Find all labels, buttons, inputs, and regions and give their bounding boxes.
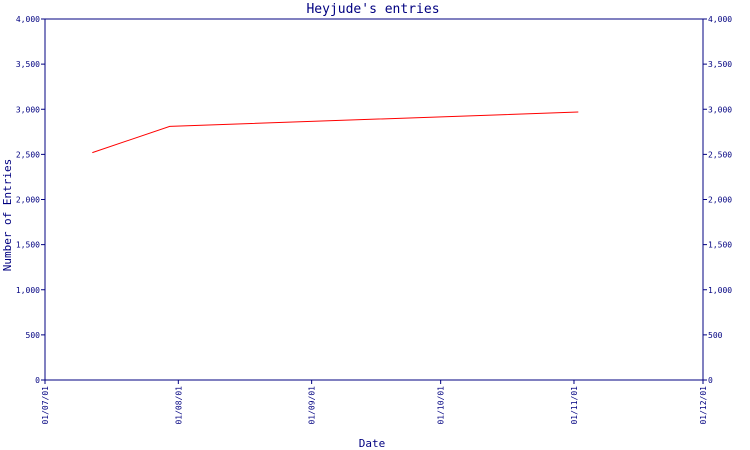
y-tick-label-left: 4,000 <box>16 15 40 24</box>
y-tick-label-left: 1,500 <box>16 241 40 250</box>
y-tick-label-right: 500 <box>708 331 723 340</box>
y-tick-label-left: 1,000 <box>16 286 40 295</box>
x-tick-label: 01/10/01 <box>437 386 446 425</box>
chart-title: Heyjude's entries <box>306 2 439 17</box>
y-tick-label-left: 3,000 <box>16 105 40 114</box>
x-tick-label: 01/08/01 <box>174 386 183 425</box>
y-axis-label: Number of Entries <box>1 159 14 272</box>
y-tick-label-right: 2,000 <box>708 196 732 205</box>
y-tick-label-right: 2,500 <box>708 150 732 159</box>
y-tick-label-right: 4,000 <box>708 15 732 24</box>
y-tick-label-left: 0 <box>35 376 40 385</box>
y-tick-label-right: 0 <box>708 376 713 385</box>
x-tick-label: 01/07/01 <box>41 386 50 425</box>
x-axis-ticks: 01/07/01 01/08/01 01/09/01 01/10/01 01/11/01… <box>41 380 708 425</box>
y-tick-label-left: 2,500 <box>16 150 40 159</box>
y-tick-label-right: 3,500 <box>708 60 732 69</box>
x-tick-label: 01/12/01 <box>699 386 708 425</box>
plot-frame <box>44 18 704 381</box>
y-tick-label-left: 3,500 <box>16 60 40 69</box>
y-axis-ticks: 0 0 500 500 1,000 1,000 1,500 1,500 2,000 2,000 2,… <box>16 15 732 385</box>
y-tick-label-left: 2,000 <box>16 196 40 205</box>
y-tick-label-left: 500 <box>26 331 41 340</box>
series-line <box>92 111 579 154</box>
series-group <box>92 111 579 154</box>
x-tick-label: 01/09/01 <box>308 386 317 425</box>
y-tick-label-right: 1,000 <box>708 286 732 295</box>
x-tick-label: 01/11/01 <box>570 386 579 425</box>
x-axis-label: Date <box>359 437 386 450</box>
y-tick-label-right: 1,500 <box>708 241 732 250</box>
y-tick-label-right: 3,000 <box>708 105 732 114</box>
